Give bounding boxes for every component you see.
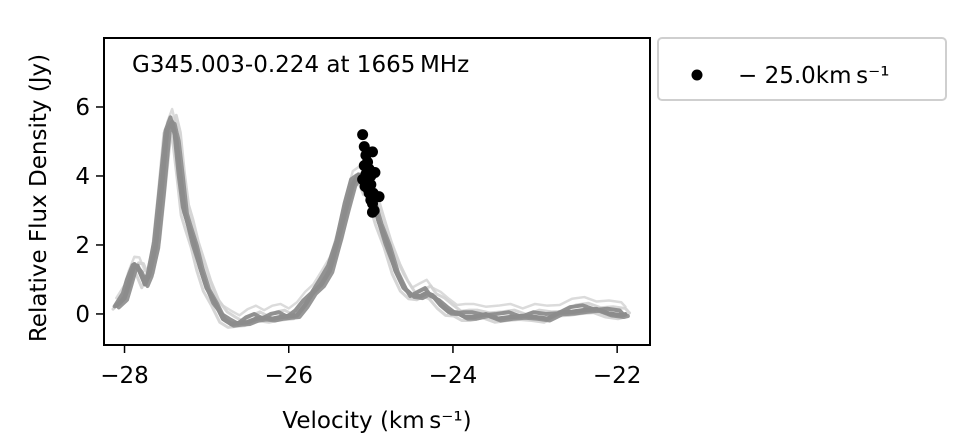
data-points: [357, 129, 385, 218]
data-point: [357, 129, 369, 141]
legend-label: − 25.0km s⁻¹: [738, 63, 889, 89]
plot-frame: [103, 37, 651, 346]
x-tick-label: −24: [429, 363, 478, 389]
legend-box: [657, 37, 947, 101]
y-tick-label: 4: [75, 164, 90, 190]
x-axis-label: Velocity (km s⁻¹): [282, 408, 471, 434]
y-tick-label: 0: [75, 302, 90, 328]
plot-annotation: G345.003-0.224 at 1665 MHz: [132, 52, 469, 78]
spectrum-lines: [111, 107, 631, 329]
spectrum-line: [114, 119, 628, 327]
data-point: [366, 206, 378, 218]
data-point: [373, 191, 385, 203]
data-point: [358, 141, 370, 153]
legend-marker: [691, 69, 703, 81]
y-axis: 0 2 4 6: [75, 95, 104, 328]
legend: − 25.0km s⁻¹: [657, 37, 947, 101]
x-tick-label: −28: [100, 363, 149, 389]
y-axis-label: Relative Flux Density (Jy): [26, 54, 52, 342]
y-tick-label: 6: [75, 95, 90, 121]
data-point: [358, 160, 370, 172]
data-point: [360, 168, 372, 180]
x-tick-label: −22: [593, 363, 642, 389]
data-point: [366, 146, 378, 158]
data-point: [365, 179, 377, 191]
x-axis: −28 −26 −24 −22: [100, 345, 641, 389]
x-tick-label: −26: [264, 363, 313, 389]
y-tick-label: 2: [75, 233, 90, 259]
